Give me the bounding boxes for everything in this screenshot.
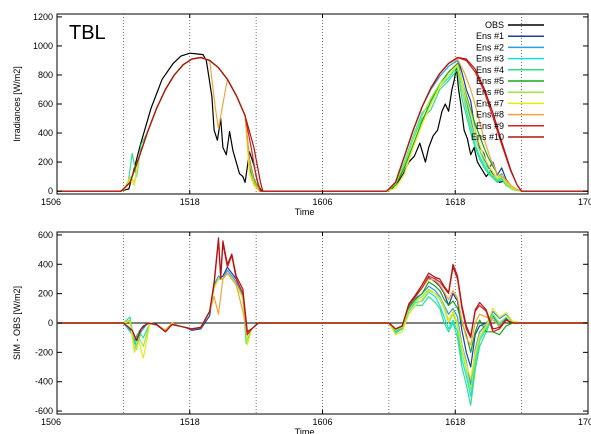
panel-1-y-tick-label: 200	[38, 157, 53, 167]
legend-label: Ens #2	[476, 42, 504, 52]
legend-label: Ens #6	[476, 87, 504, 97]
panel-1-y-tick-label: 600	[38, 99, 53, 109]
panel-2-y-tick-label: -600	[35, 406, 53, 416]
panel-1-series-ens-10	[57, 56, 588, 192]
legend-label: Ens #9	[476, 121, 504, 131]
panel-2-x-axis-title: Time	[295, 427, 315, 434]
bottom-panel-sim-minus-obs: 1506 1518 1606 1618 1706 -600 -400 -200 0 200 400 6…	[12, 230, 591, 434]
legend-label: Ens #8	[476, 110, 504, 120]
panel-1-x-tick-label: 1506	[41, 197, 61, 207]
panel-2-x-tick-label: 1618	[445, 417, 465, 427]
panel-2-x-tick-label: 1606	[312, 417, 332, 427]
panel-1-y-tick-label: 0	[48, 186, 53, 196]
panel-1-x-tick-label: 1518	[180, 197, 200, 207]
top-panel-irradiances: 1506 1518 1606 1618 1706 0 200 400 600 800 1000 120…	[12, 12, 591, 217]
legend-label: Ens #1	[476, 31, 504, 41]
panel-2-x-tick-label: 1506	[41, 417, 61, 427]
panel-1-y-tick-label: 400	[38, 128, 53, 138]
panel-2-x-tick-label: 1706	[578, 417, 591, 427]
legend-label: OBS	[485, 20, 504, 30]
panel-1-x-axis-title: Time	[295, 207, 315, 217]
panel-1-series-obs	[57, 52, 588, 192]
panel-2-series-ens-10	[57, 237, 588, 342]
legend-label: Ens #5	[476, 76, 504, 86]
panel-1-x-tick-label: 1706	[578, 197, 591, 207]
panel-1-y-tick-label: 800	[38, 70, 53, 80]
panel-2-y-tick-label: 400	[38, 259, 53, 269]
panel-2-y-tick-label: -200	[35, 347, 53, 357]
panel-1-station-label: TBL	[69, 22, 106, 44]
panel-1-x-tick-label: 1606	[312, 197, 332, 207]
panel-2-y-tick-label: -400	[35, 377, 53, 387]
panel-2-y-tick-label: 0	[48, 318, 53, 328]
legend-label: Ens #3	[476, 54, 504, 64]
panel-1-y-axis-title: Irradiances [W/m2]	[12, 66, 22, 142]
legend-label: Ens #10	[471, 132, 504, 142]
panel-2-y-axis-title: SIM - OBS [W/m2]	[12, 286, 22, 360]
panel-2-y-tick-label: 200	[38, 289, 53, 299]
legend-label: Ens #7	[476, 98, 504, 108]
panel-1-x-tick-label: 1618	[445, 197, 465, 207]
panel-1-y-tick-label: 1000	[33, 41, 53, 51]
panel-1-y-tick-label: 1200	[33, 12, 53, 22]
legend-label: Ens #4	[476, 65, 504, 75]
panel-2-x-tick-label: 1518	[180, 417, 200, 427]
panel-2-y-tick-label: 600	[38, 230, 53, 240]
